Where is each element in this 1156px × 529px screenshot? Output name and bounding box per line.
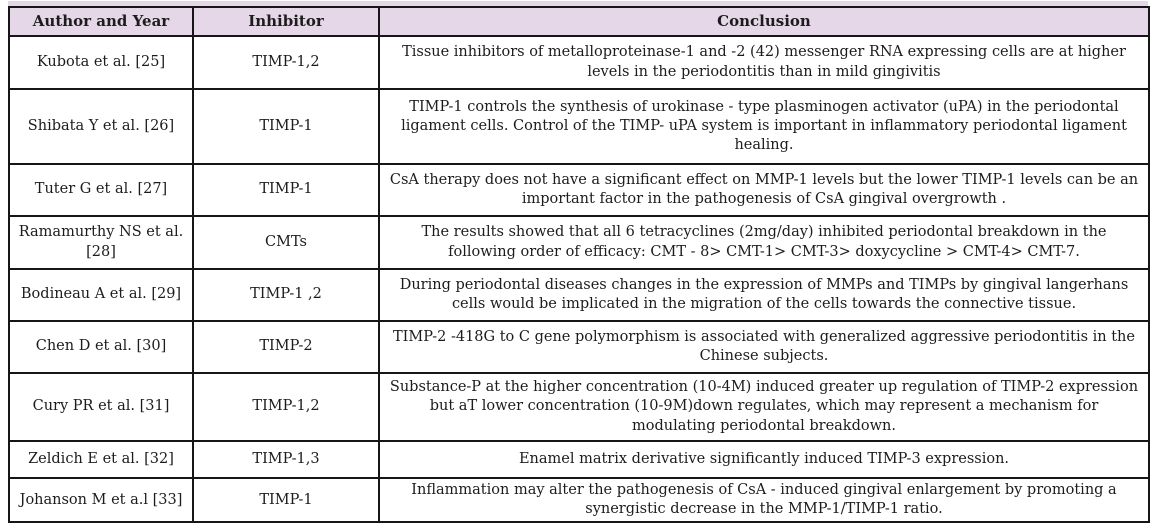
inhibitor-cell: TIMP-1,3	[192, 440, 380, 479]
conclusion-cell: The results showed that all 6 tetracycli…	[378, 215, 1150, 270]
column-header-author-and-year: Author and Year	[8, 6, 194, 37]
conclusion-cell: Enamel matrix derivative significantly i…	[378, 440, 1150, 479]
conclusion-cell: CsA therapy does not have a significant …	[378, 163, 1150, 217]
conclusion-cell: TIMP-1 controls the synthesis of urokina…	[378, 88, 1150, 165]
author-and-year-cell: Ramamurthy NS et al. [28]	[8, 215, 194, 270]
inhibitor-cell: TIMP-1,2	[192, 372, 380, 442]
author-and-year-cell: Zeldich E et al. [32]	[8, 440, 194, 479]
column-header-inhibitor: Inhibitor	[192, 6, 380, 37]
inhibitor-cell: TIMP-1 ,2	[192, 268, 380, 322]
conclusion-cell: TIMP-2 -418G to C gene polymorphism is a…	[378, 320, 1150, 374]
inhibitor-cell: TIMP-1,2	[192, 35, 380, 90]
header-row: Author and Year Inhibitor Conclusion	[8, 6, 1150, 37]
author-and-year-cell: Bodineau A et al. [29]	[8, 268, 194, 322]
inhibitor-cell: TIMP-2	[192, 320, 380, 374]
study-summary-table: Author and Year Inhibitor Conclusion Kub…	[8, 6, 1150, 524]
inhibitor-cell: TIMP-1	[192, 476, 380, 524]
table-row: Zeldich E et al. [32] TIMP-1,3 Enamel ma…	[8, 440, 1150, 479]
conclusion-cell: Inflammation may alter the pathogenesis …	[378, 476, 1150, 524]
table-header: Author and Year Inhibitor Conclusion	[8, 6, 1150, 37]
table-row: Johanson M et a.l [33] TIMP-1 Inflammati…	[8, 476, 1150, 524]
inhibitor-cell: CMTs	[192, 215, 380, 270]
header-top-strip	[8, 1, 1148, 6]
conclusion-cell: During periodontal diseases changes in t…	[378, 268, 1150, 322]
author-and-year-cell: Kubota et al. [25]	[8, 35, 194, 90]
table-row: Tuter G et al. [27] TIMP-1 CsA therapy d…	[8, 163, 1150, 217]
author-and-year-cell: Shibata Y et al. [26]	[8, 88, 194, 165]
table-row: Shibata Y et al. [26] TIMP-1 TIMP-1 cont…	[8, 88, 1150, 165]
inhibitor-cell: TIMP-1	[192, 88, 380, 165]
author-and-year-cell: Johanson M et a.l [33]	[8, 476, 194, 524]
conclusion-cell: Substance-P at the higher concentration …	[378, 372, 1150, 442]
table-row: Ramamurthy NS et al. [28] CMTs The resul…	[8, 215, 1150, 270]
table-row: Bodineau A et al. [29] TIMP-1 ,2 During …	[8, 268, 1150, 322]
table-row: Chen D et al. [30] TIMP-2 TIMP-2 -418G t…	[8, 320, 1150, 374]
study-summary-table-wrap: Author and Year Inhibitor Conclusion Kub…	[8, 1, 1150, 524]
table-body: Kubota et al. [25] TIMP-1,2 Tissue inhib…	[8, 35, 1150, 524]
author-and-year-cell: Tuter G et al. [27]	[8, 163, 194, 217]
author-and-year-cell: Chen D et al. [30]	[8, 320, 194, 374]
column-header-conclusion: Conclusion	[378, 6, 1150, 37]
table-row: Cury PR et al. [31] TIMP-1,2 Substance-P…	[8, 372, 1150, 442]
inhibitor-cell: TIMP-1	[192, 163, 380, 217]
table-row: Kubota et al. [25] TIMP-1,2 Tissue inhib…	[8, 35, 1150, 90]
author-and-year-cell: Cury PR et al. [31]	[8, 372, 194, 442]
conclusion-cell: Tissue inhibitors of metalloproteinase-1…	[378, 35, 1150, 90]
